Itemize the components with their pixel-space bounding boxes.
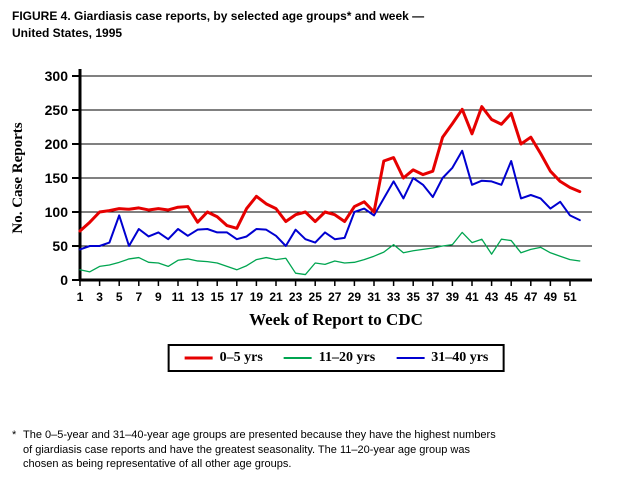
- legend-label: 0–5 yrs: [219, 350, 263, 365]
- legend-item: 0–5 yrs: [184, 350, 263, 366]
- x-tick-label: 45: [505, 290, 519, 304]
- figure-title: FIGURE 4. Giardiasis case reports, by se…: [12, 9, 425, 40]
- x-tick-label: 47: [524, 290, 538, 304]
- y-tick-label: 250: [45, 102, 69, 118]
- x-tick-label: 15: [211, 290, 225, 304]
- x-tick-label: 51: [563, 290, 577, 304]
- x-tick-label: 13: [191, 290, 205, 304]
- figure-footnote: * The 0–5-year and 31–40-year age groups…: [12, 428, 619, 472]
- x-tick-label: 23: [289, 290, 303, 304]
- legend-label: 31–40 yrs: [431, 350, 489, 365]
- series-line-2: [79, 231, 581, 276]
- x-tick-label: 33: [387, 290, 401, 304]
- legend-label: 11–20 yrs: [318, 350, 376, 365]
- x-tick-label: 49: [544, 290, 558, 304]
- x-tick-label: 29: [348, 290, 362, 304]
- y-tick-label: 200: [45, 136, 69, 152]
- y-tick-label: 0: [60, 272, 68, 288]
- y-tick-label: 300: [45, 68, 69, 84]
- x-tick-label: 37: [426, 290, 440, 304]
- legend-line-swatch: [396, 357, 425, 359]
- x-tick-label: 31: [367, 290, 381, 304]
- x-tick-label: 1: [77, 290, 84, 304]
- x-tick-label: 3: [96, 290, 103, 304]
- x-tick-label: 27: [328, 290, 342, 304]
- legend-item: 11–20 yrs: [283, 350, 375, 366]
- x-tick-label: 21: [269, 290, 283, 304]
- y-tick-label: 100: [45, 204, 69, 220]
- series-line-1: [78, 105, 582, 233]
- legend-line-swatch: [283, 357, 312, 359]
- chart-legend: 0–5 yrs 11–20 yrs 31–40 yrs: [167, 344, 505, 372]
- x-axis-title: Week of Report to CDC: [249, 310, 423, 329]
- footnote-text: The 0–5-year and 31–40-year age groups a…: [23, 429, 496, 471]
- x-tick-label: 5: [116, 290, 123, 304]
- footnote-marker: *: [12, 429, 17, 441]
- x-tick-label: 35: [407, 290, 421, 304]
- legend-line-swatch: [184, 356, 213, 360]
- x-tick-label: 11: [172, 290, 185, 304]
- y-tick-label: 50: [52, 238, 68, 254]
- series-line-3: [79, 149, 581, 251]
- x-tick-label: 19: [250, 290, 264, 304]
- legend-item: 31–40 yrs: [395, 350, 488, 366]
- x-tick-label: 9: [155, 290, 162, 304]
- x-tick-label: 25: [309, 290, 323, 304]
- y-tick-label: 150: [45, 170, 69, 186]
- x-tick-label: 7: [135, 290, 142, 304]
- x-tick-label: 41: [465, 290, 479, 304]
- x-tick-label: 39: [446, 290, 460, 304]
- x-tick-label: 43: [485, 290, 499, 304]
- x-tick-label: 17: [230, 290, 244, 304]
